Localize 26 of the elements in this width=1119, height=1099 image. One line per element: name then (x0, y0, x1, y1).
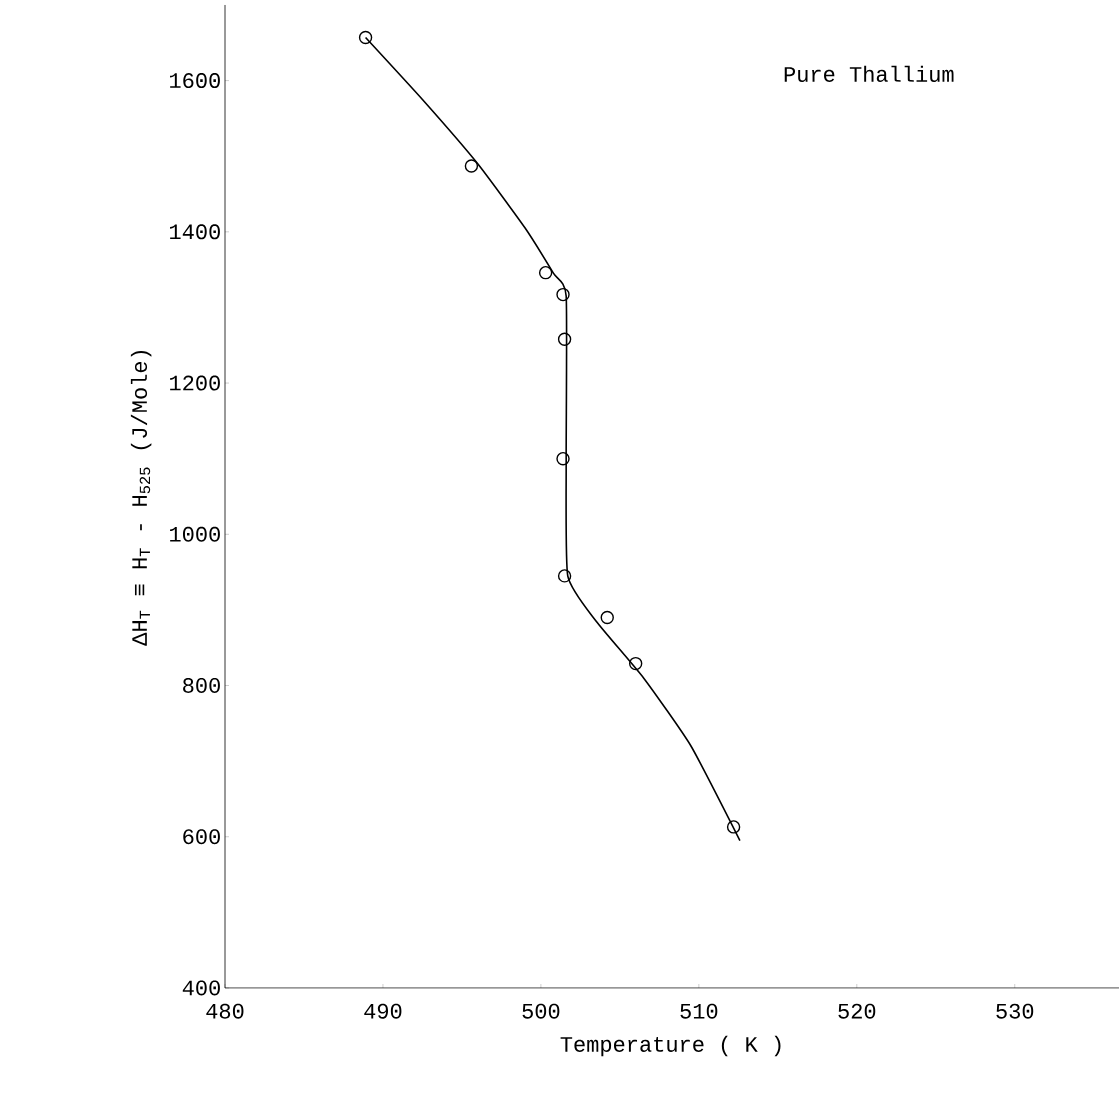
x-tick-label: 520 (838, 1003, 876, 1019)
point (557, 569, 572, 583)
x-tick-label: 510 (680, 1003, 718, 1019)
point (726, 820, 741, 834)
point (358, 30, 373, 45)
x-tick-label: 490 (364, 1003, 402, 1019)
point (464, 159, 479, 173)
y-axis-title: ΔH$_{T}$ ≡ H$_{T}$ - H$_{525}$ (J/Mole) (130, 350, 152, 646)
y-tick-label: 1000 (170, 526, 220, 542)
y-tick-label: 600 (183, 829, 220, 845)
y-tick-label: 400 (182, 980, 220, 996)
y-tick-label: 1600 (170, 73, 220, 89)
point (600, 610, 614, 625)
x-tick-label: 530 (996, 1003, 1034, 1019)
annotation: Pure Thallium (784, 65, 954, 82)
y-tick-label: 800 (183, 678, 220, 693)
point (538, 265, 553, 280)
point (628, 656, 643, 671)
x-axis-title: Temperature ( K ) (560, 1035, 781, 1057)
point (556, 287, 570, 302)
point (557, 332, 572, 346)
y-tick-label: 1200 (170, 375, 220, 391)
x-tick-label: 500 (522, 1003, 560, 1019)
point (556, 451, 570, 466)
x-tick-label: 480 (206, 1003, 244, 1019)
y-tick-label: 1400 (170, 224, 220, 240)
